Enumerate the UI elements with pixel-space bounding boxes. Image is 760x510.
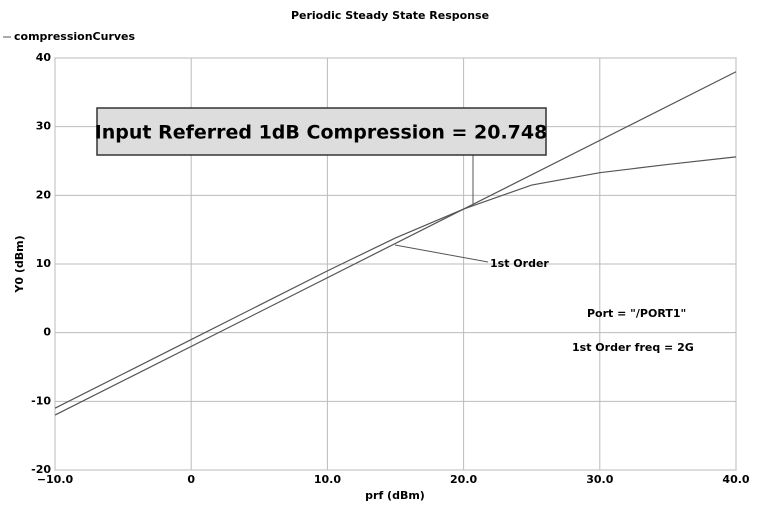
y-axis-label: Y0 (dBm) bbox=[13, 235, 26, 293]
leader-line bbox=[394, 244, 489, 263]
annotation-text: 1st Order bbox=[490, 257, 549, 270]
y-tick-label: 40 bbox=[36, 51, 52, 64]
annotation-text: 1st Order freq = 2G bbox=[572, 341, 694, 354]
x-tick-label: 10.0 bbox=[314, 473, 341, 486]
y-tick-label: 0 bbox=[43, 326, 51, 339]
y-tick-label: 30 bbox=[36, 120, 52, 133]
series-line bbox=[54, 156, 737, 409]
x-tick-label: −10.0 bbox=[37, 473, 74, 486]
x-axis-label: prf (dBm) bbox=[365, 489, 425, 502]
annotation-text: Input Referred 1dB Compression = 20.748 bbox=[95, 122, 548, 144]
y-tick-label: -10 bbox=[31, 394, 51, 407]
x-tick-label: 20.0 bbox=[450, 473, 477, 486]
x-tick-label: 0 bbox=[187, 473, 195, 486]
x-tick-label: 30.0 bbox=[586, 473, 613, 486]
x-tick-label: 40.0 bbox=[722, 473, 749, 486]
y-tick-label: 20 bbox=[36, 188, 52, 201]
chart-title: Periodic Steady State Response bbox=[291, 9, 489, 22]
y-tick-label: -20 bbox=[31, 463, 51, 476]
y-tick-label: 10 bbox=[36, 257, 52, 270]
series-line bbox=[54, 71, 737, 416]
annotation-box bbox=[96, 107, 547, 156]
legend-label: compressionCurves bbox=[14, 30, 136, 43]
annotation-text: Port = "/PORT1" bbox=[587, 307, 686, 320]
